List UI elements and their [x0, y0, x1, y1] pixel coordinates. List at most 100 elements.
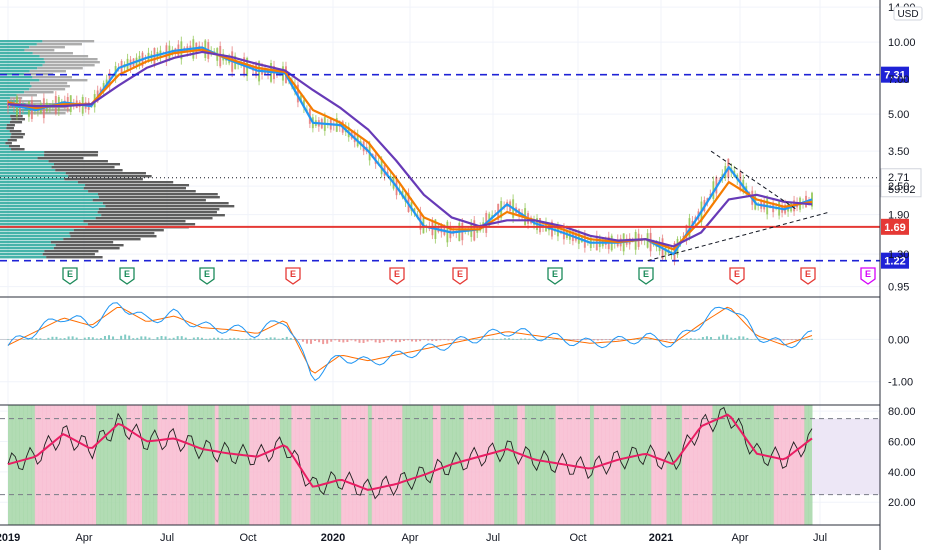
earnings-marker-5[interactable]	[452, 267, 468, 285]
macd-hist-bar	[350, 339, 353, 341]
macd-hist-bar	[411, 339, 414, 342]
macd-hist-bar	[415, 339, 418, 342]
vp-bar-up	[0, 136, 11, 139]
macd-hist-bar	[103, 335, 106, 340]
macd-hist-bar	[362, 339, 365, 343]
vp-bar-down	[7, 139, 17, 142]
vp-bar-up	[0, 142, 6, 145]
vp-bar-down	[11, 118, 25, 121]
time-axis[interactable]: 2019 Apr Jul Oct 2020 Apr Jul Oct 2021 Apr Jul	[0, 532, 827, 544]
macd-signal-line	[7, 306, 813, 374]
earnings-marker-6[interactable]	[547, 267, 563, 285]
earnings-marker-7[interactable]	[638, 267, 654, 285]
macd-hist-bar	[572, 339, 575, 340]
earnings-marker-label-8: E	[734, 269, 740, 279]
rsi-bg-strip	[30, 405, 36, 525]
macd-hist-bar	[427, 339, 430, 341]
earnings-marker-label-3: E	[290, 269, 296, 279]
time-tick-label: Jul	[160, 532, 174, 544]
macd-hist-bar	[7, 339, 9, 340]
macd-hist-bar	[406, 339, 409, 341]
vp-bar-down	[39, 79, 88, 82]
earnings-marker-0[interactable]	[62, 267, 78, 285]
macd-line	[7, 302, 813, 382]
vp-bar-up	[0, 106, 31, 109]
vp-bar-down	[87, 223, 196, 226]
rsi-bg-strip	[390, 405, 396, 525]
rsi-bg-strip	[647, 405, 652, 525]
rsi-bg-strip	[394, 405, 400, 525]
level-badge-text-2: 1.22	[884, 256, 905, 268]
vp-bar-down	[53, 247, 120, 250]
macd-hist-bar	[233, 337, 236, 340]
rsi-bg-strip	[723, 405, 729, 525]
rsi-bg-strip	[333, 405, 338, 525]
macd-hist-bar	[693, 338, 696, 340]
macd-hist-bar	[495, 339, 498, 340]
vp-bar-down	[101, 214, 225, 217]
rsi-bg-strip	[716, 405, 721, 525]
rsi-bg-strip	[769, 405, 775, 525]
vp-bar-up	[0, 220, 84, 223]
earnings-marker-4[interactable]	[389, 267, 405, 285]
vp-bar-down	[64, 178, 143, 181]
rsi-bg-strip	[84, 405, 89, 525]
macd-hist-bar	[431, 339, 434, 342]
earnings-marker-10[interactable]	[860, 267, 876, 285]
rsi-bg-strip	[230, 405, 235, 525]
earnings-marker-9[interactable]	[800, 267, 816, 285]
rsi-bg-strip	[697, 405, 702, 525]
vp-bar-up	[0, 253, 43, 256]
macd-hist-bar	[459, 339, 462, 340]
vp-bar-up	[0, 247, 54, 250]
rsi-bg-strip	[107, 405, 112, 525]
macd-hist-bar	[108, 335, 111, 340]
time-tick-label: Jul	[486, 532, 500, 544]
vp-bar-down	[29, 70, 66, 73]
macd-hist-bar	[394, 339, 397, 343]
vp-bar-up	[0, 244, 56, 247]
vp-bar-down	[43, 58, 98, 61]
rsi-bg-strip	[662, 405, 668, 525]
macd-hist-bar	[91, 337, 94, 340]
earnings-marker-1[interactable]	[119, 267, 135, 285]
macd-hist-bar	[87, 337, 90, 340]
vp-bar-down	[95, 217, 213, 220]
macd-hist-bar	[164, 336, 167, 340]
vp-bar-up	[0, 172, 66, 175]
vp-bar-down	[63, 238, 141, 241]
rsi-bg-strip	[785, 405, 790, 525]
earnings-marker-8[interactable]	[729, 267, 745, 285]
macd-hist-bar	[714, 339, 717, 340]
earnings-marker-3[interactable]	[285, 267, 301, 285]
macd-hist-bar	[499, 338, 502, 340]
time-tick-label: 2021	[649, 532, 673, 544]
vp-bar-down	[98, 196, 220, 199]
macd-hist-bar	[669, 339, 672, 341]
rsi-bg-strip	[387, 405, 392, 525]
macd-tick-label: 0.00	[888, 334, 909, 346]
rsi-bg-strip	[735, 405, 740, 525]
currency-box[interactable]	[893, 6, 923, 21]
macd-hist-bar	[782, 339, 785, 341]
rsi-bg-strip	[260, 405, 266, 525]
vp-bar-up	[0, 190, 89, 193]
macd-hist-bar	[811, 338, 813, 340]
vp-bar-down	[85, 184, 190, 187]
macd-hist-bar	[301, 339, 304, 342]
macd-hist-bar	[487, 338, 490, 340]
earnings-marker-2[interactable]	[199, 267, 215, 285]
rsi-bg-strip	[233, 405, 239, 525]
macd-hist-bar	[217, 337, 220, 340]
macd-hist-bar	[455, 339, 458, 341]
vp-bar-up	[0, 214, 102, 217]
macd-hist-bar	[237, 338, 240, 340]
vp-bar-down	[11, 148, 25, 151]
macd-hist-bar	[152, 339, 155, 340]
rsi-bg-strip	[27, 405, 32, 525]
macd-hist-bar	[507, 338, 510, 340]
time-tick-label: Apr	[75, 532, 92, 544]
macd-hist-bar	[390, 339, 393, 342]
rsi-bg-strip	[712, 405, 717, 525]
